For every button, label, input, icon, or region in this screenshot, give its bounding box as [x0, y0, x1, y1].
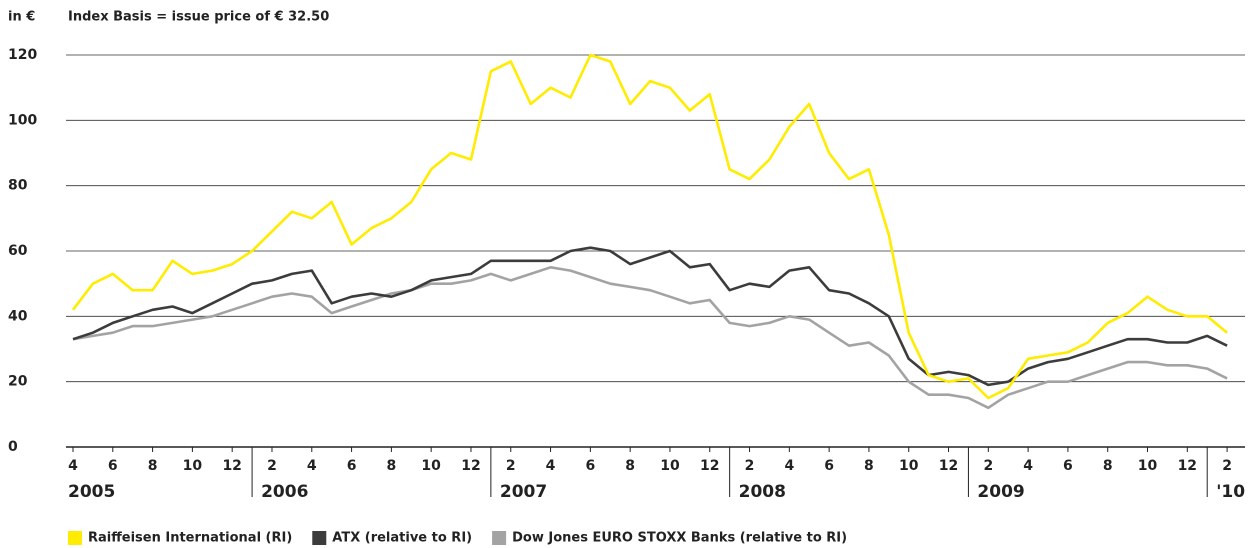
x-tick-label: 8 — [386, 458, 396, 474]
legend-swatch — [492, 531, 507, 545]
x-tick-label: 2 — [267, 458, 277, 474]
y-axis-label: in € — [8, 10, 35, 25]
legend-label: Raiffeisen International (RI) — [88, 531, 292, 546]
x-tick-label: 12 — [700, 458, 719, 474]
x-tick-label: 8 — [864, 458, 874, 474]
y-tick-label: 0 — [8, 439, 18, 455]
x-tick-label: 10 — [421, 458, 441, 474]
y-tick-label: 80 — [8, 178, 28, 194]
legend-label: Dow Jones EURO STOXX Banks (relative to … — [512, 531, 847, 546]
y-tick-label: 100 — [8, 112, 37, 128]
y-tick-label: 120 — [8, 47, 37, 63]
x-tick-label: 4 — [784, 458, 794, 474]
year-label: 2005 — [68, 482, 115, 502]
series-line — [71, 53, 1228, 400]
x-tick-label: 10 — [1138, 458, 1158, 474]
y-tick-label: 60 — [8, 243, 28, 259]
x-tick-label: 2 — [745, 458, 755, 474]
year-label: 2006 — [261, 482, 308, 502]
x-tick-label: 8 — [1103, 458, 1113, 474]
y-tick-label: 20 — [8, 374, 28, 390]
year-label: 2008 — [739, 482, 786, 502]
x-tick-label: 8 — [148, 458, 158, 474]
x-tick-label: 2 — [983, 458, 993, 474]
x-tick-label: 6 — [1063, 458, 1073, 474]
x-tick-label: 10 — [660, 458, 680, 474]
legend-swatch — [68, 531, 82, 545]
year-label: '10 — [1216, 482, 1245, 502]
x-tick-label: 2 — [1222, 458, 1232, 474]
legend-label: ATX (relative to RI) — [332, 531, 472, 546]
x-tick-label: 6 — [347, 458, 357, 474]
x-tick-label: 4 — [1023, 458, 1033, 474]
x-tick-label: 6 — [824, 458, 834, 474]
x-tick-label: 6 — [108, 458, 118, 474]
year-label: 2007 — [500, 482, 547, 502]
x-tick-label: 12 — [1178, 458, 1197, 474]
x-tick-label: 10 — [183, 458, 203, 474]
legend-swatch — [312, 531, 327, 545]
series-line — [72, 246, 1228, 387]
x-tick-label: 6 — [585, 458, 595, 474]
x-tick-label: 12 — [461, 458, 480, 474]
y-tick-label: 40 — [8, 308, 28, 324]
x-tick-label: 12 — [222, 458, 241, 474]
x-tick-label: 4 — [546, 458, 556, 474]
series-line — [72, 266, 1228, 410]
x-tick-label: 2 — [506, 458, 516, 474]
x-tick-label: 10 — [899, 458, 919, 474]
year-label: 2009 — [977, 482, 1024, 502]
x-tick-label: 12 — [939, 458, 958, 474]
x-tick-label: 8 — [625, 458, 635, 474]
chart-subtitle: Index Basis = issue price of € 32.50 — [68, 10, 329, 25]
x-tick-label: 4 — [68, 458, 78, 474]
x-tick-label: 4 — [307, 458, 317, 474]
